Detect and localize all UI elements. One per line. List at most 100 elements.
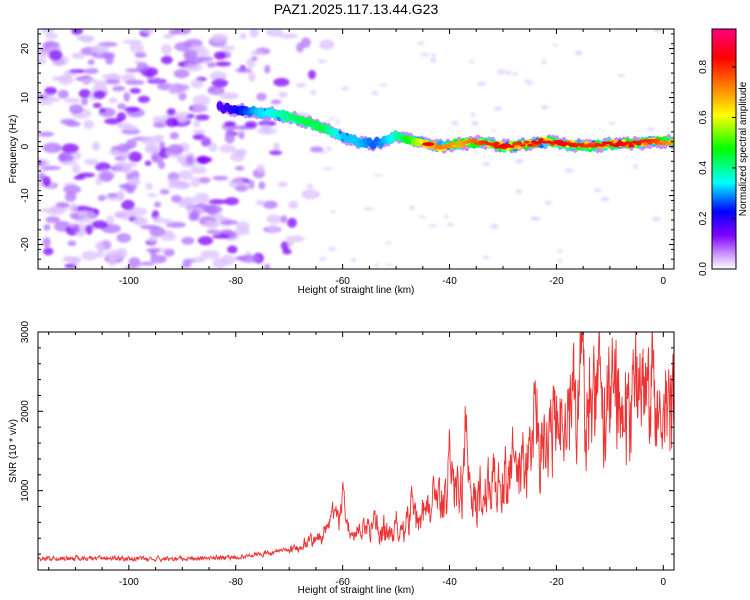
spectrogram-noise-blob [101,51,116,59]
colorbar-tick-label: 0.4 [698,161,709,175]
spectrogram-x-tick-label: -80 [229,276,244,287]
spectrogram-y-axis-label: Frequency (Hz) [8,115,19,184]
spectrogram-noise-blob [211,33,229,43]
spectrogram-noise-blob [206,204,218,216]
spectrogram-noise-blob [44,86,57,95]
spectrogram-noise-blob [213,51,227,60]
spectrogram-noise-blob [186,113,195,119]
spectrogram-noise-blob [160,55,173,65]
spectrogram-noise-blob [99,108,107,113]
spectrogram-noise-blob [190,166,207,175]
spectrogram-noise-blob [144,143,159,154]
spectrogram-noise-blob [137,95,150,103]
spectrogram-noise-blob [114,210,130,219]
spectrogram-x-tick-label: -20 [549,276,564,287]
spectrogram-noise-blob [200,250,220,259]
spectrogram-noise-blob [173,111,194,122]
spectrogram-noise-blob [116,143,131,152]
spectrogram-noise-blob [59,161,79,166]
spectrogram-noise-blob [154,201,162,208]
spectrogram-noise-blob [121,199,135,211]
spectrogram-noise-blob [176,182,190,190]
spectrogram-noise-blob [340,86,350,91]
spectrogram-noise-blob [81,98,89,106]
snr-panel: -100 -80 -60 -40 -20 0 1000 2000 3000 Height of … [8,320,675,596]
spectrogram-noise-blob [120,149,131,159]
spectrogram-noise-blob [90,44,109,54]
spectrogram-noise-blob [45,32,59,40]
spectrogram-noise-blob [350,258,357,262]
spectrogram-noise-blob [300,37,311,48]
spectrogram-noise-blob [147,236,159,243]
spectrogram-noise-blob [269,150,283,156]
spectrogram-ridge-cell [605,141,612,145]
spectrogram-x-tick-label: 0 [661,276,667,287]
spectrogram-noise-blob [78,89,91,99]
spectrogram-noise-blob [108,97,118,104]
spectrogram-noise-blob [167,144,184,155]
spectrogram-noise-blob [76,230,86,237]
snr-series-line [38,332,674,563]
spectrogram-noise-blob [220,219,238,225]
spectrogram-noise-blob [278,33,298,39]
spectrogram-noise-blob [322,167,333,171]
spectrogram-noise-blob [162,218,173,225]
spectrogram-noise-blob [258,120,277,127]
spectrogram-noise-blob [71,52,86,60]
spectrogram-ridge-cell [455,144,463,148]
spectrogram-noise-blob [91,141,101,152]
spectrogram-noise-blob [364,207,374,211]
spectrogram-y-tick-label: 0 [20,143,31,149]
spectrogram-noise-blob [206,229,221,235]
snr-x-tick-label: -80 [229,577,244,588]
spectrogram-noise-blob [471,120,479,126]
snr-frame [37,331,675,571]
spectrogram-ridge-cell [527,143,534,147]
spectrogram-noise-blob [67,240,77,247]
spectrogram-noise-blob [298,83,306,87]
spectrogram-noise-blob [593,188,602,193]
colorbar-tick-label: 0.2 [698,211,709,225]
colorbar-tick-label: 0.0 [698,262,709,276]
spectrogram-noise-blob [105,249,125,260]
spectrogram-noise-blob [449,223,455,227]
spectrogram-ridge-cell [665,141,672,145]
spectrogram-noise-blob [307,70,316,80]
spectrogram-noise-blob [159,189,170,195]
spectrogram-noise-blob [608,122,616,125]
spectrogram-noise-field [38,29,661,269]
spectrogram-noise-blob [45,216,61,223]
spectrogram-noise-blob [482,162,491,166]
spectrogram-noise-blob [557,258,562,263]
spectrogram-noise-blob [385,241,393,245]
spectrogram-noise-blob [64,191,77,202]
spectrogram-x-tick-label: -100 [119,276,139,287]
snr-y-tick-label: 3000 [20,320,31,343]
spectrogram-noise-blob [319,256,327,261]
spectrogram-noise-blob [273,77,290,87]
snr-plot-area [38,332,674,563]
spectrogram-noise-blob [653,29,661,33]
spectrogram-noise-blob [72,223,80,232]
spectrogram-noise-blob [319,151,328,154]
spectrogram-noise-blob [267,224,280,232]
spectrogram-noise-blob [106,79,121,85]
snr-y-axis-label: SNR (10 * v/v) [8,419,19,483]
spectrogram-noise-blob [192,129,206,134]
spectrogram-y-tick-label: -20 [20,237,31,252]
snr-y-tick-label: 2000 [20,400,31,423]
snr-x-tick-label: -20 [549,577,564,588]
spectrogram-noise-blob [95,250,105,258]
spectrogram-noise-blob [378,83,388,87]
spectrogram-noise-blob [506,70,511,76]
spectrogram-noise-blob [117,103,127,110]
spectrogram-noise-blob [227,245,238,254]
spectrogram-noise-blob [249,29,259,38]
spectrogram-noise-blob [235,221,250,231]
spectrogram-noise-blob [160,44,172,55]
spectrogram-noise-blob [51,76,70,81]
spectrogram-noise-blob [69,203,78,213]
snr-x-axis-label: Height of straight line (km) [298,585,415,596]
spectrogram-noise-blob [490,223,499,229]
spectrogram-noise-blob [64,263,77,268]
